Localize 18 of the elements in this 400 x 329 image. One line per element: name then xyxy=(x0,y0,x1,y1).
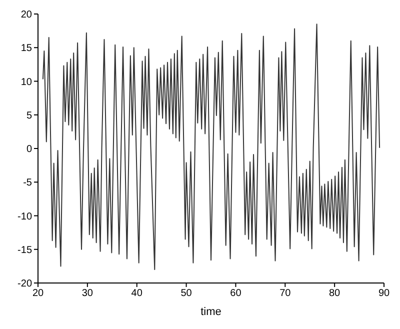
y-tick-label: -10 xyxy=(18,211,32,222)
x-tick-label: 80 xyxy=(329,288,341,300)
y-tick-label: -5 xyxy=(23,178,32,189)
y-tick-label: -20 xyxy=(18,278,32,290)
x-tick-label: 70 xyxy=(280,288,292,300)
x-tick-label: 50 xyxy=(180,288,192,300)
y-tick-label: 10 xyxy=(20,76,32,88)
x-tick-label: 40 xyxy=(131,288,143,300)
x-axis-title: time xyxy=(200,306,222,318)
x-tick-label: 60 xyxy=(230,288,242,300)
line-series xyxy=(42,24,380,270)
y-tick-label: -15 xyxy=(18,244,32,256)
y-tick-label: 20 xyxy=(20,10,32,21)
x-tick-label: 30 xyxy=(82,288,94,300)
y-tick-label: 5 xyxy=(26,110,32,122)
y-tick-label: 15 xyxy=(20,43,32,54)
x-tick-label: 90 xyxy=(378,288,390,300)
y-tick-label: 0 xyxy=(26,144,32,156)
